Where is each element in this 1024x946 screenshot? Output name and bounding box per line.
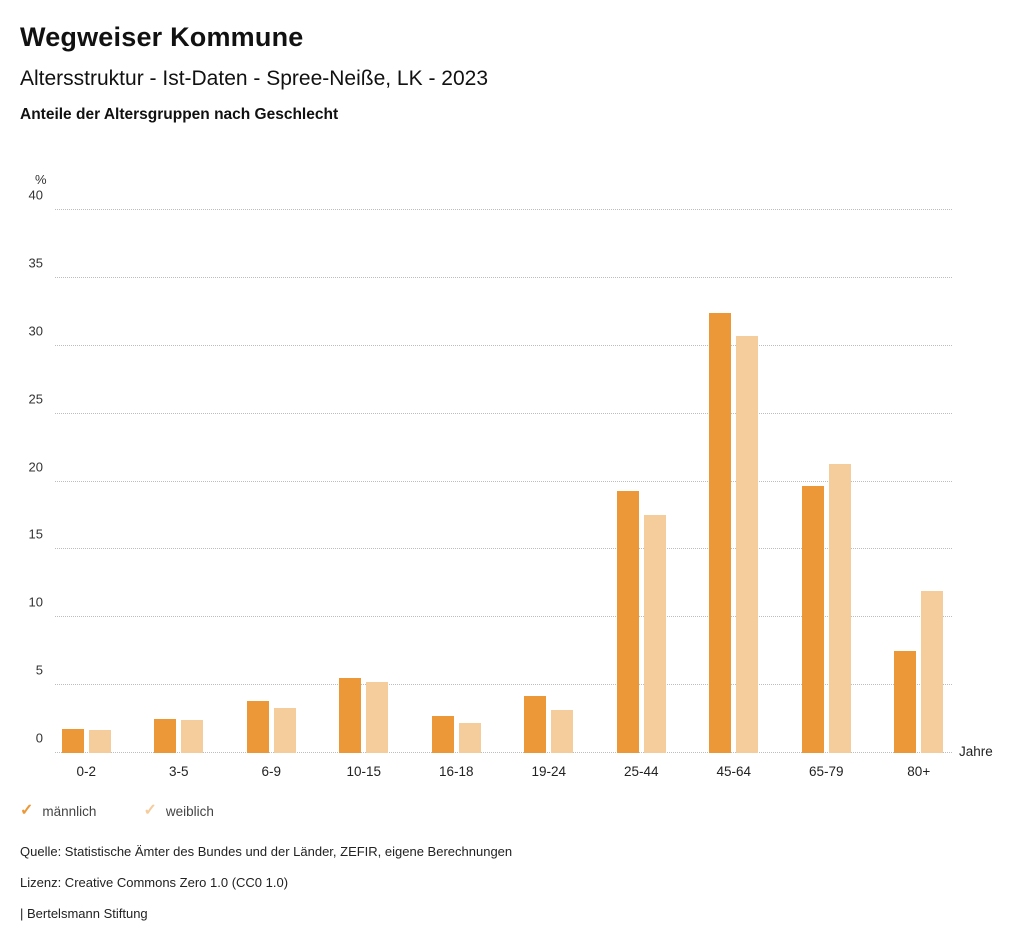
- x-tick-label-10-15: 10-15: [346, 764, 382, 779]
- y-tick-label-40: 40: [28, 187, 43, 203]
- y-axis-unit-label: %: [35, 172, 47, 187]
- bar-weiblich-45-64[interactable]: [736, 336, 759, 753]
- bar-maennlich-65-79[interactable]: [801, 485, 824, 753]
- bar-maennlich-45-64[interactable]: [709, 313, 732, 753]
- check-icon: ✓: [20, 802, 34, 819]
- bar-group-0-2: [40, 210, 133, 753]
- y-tick-label-5: 5: [35, 662, 43, 678]
- footer-license: Lizenz: Creative Commons Zero 1.0 (CC0 1…: [20, 875, 289, 890]
- bar-group-16-18: [410, 210, 503, 753]
- bar-group-45-64: [688, 210, 781, 753]
- chart-heading: Anteile der Altersgruppen nach Geschlech…: [20, 106, 339, 123]
- bar-group-80-: [873, 210, 966, 753]
- legend-item-maennlich[interactable]: ✓ männlich: [20, 803, 96, 819]
- legend-label: männlich: [42, 803, 97, 819]
- footer-source: Quelle: Statistische Ämter des Bundes un…: [20, 844, 513, 859]
- x-tick-label-65-79: 65-79: [808, 764, 844, 779]
- gridline-10: [55, 616, 952, 618]
- gridline-40: [55, 209, 952, 210]
- y-tick-label-30: 30: [28, 323, 43, 339]
- y-tick-label-25: 25: [28, 391, 43, 407]
- x-axis-unit-label: Jahre: [959, 744, 993, 759]
- bar-maennlich-3-5[interactable]: [154, 719, 177, 753]
- y-tick-label-0: 0: [35, 730, 43, 746]
- bar-maennlich-16-18[interactable]: [431, 716, 454, 753]
- gridline-5: [55, 684, 952, 686]
- y-tick-label-10: 10: [28, 594, 43, 610]
- x-tick-label-19-24: 19-24: [531, 764, 567, 779]
- bar-chart: % 0 5 10 15 20 25 30 35 40 0-2 3-5 6-9 10-15 16-18 19…: [29, 172, 993, 779]
- x-tick-label-45-64: 45-64: [716, 764, 752, 779]
- bar-group-25-44: [595, 210, 688, 753]
- check-icon: ✓: [143, 802, 157, 819]
- bar-weiblich-3-5[interactable]: [181, 720, 204, 753]
- bar-weiblich-25-44[interactable]: [643, 515, 666, 753]
- x-tick-label-6-9: 6-9: [261, 764, 281, 779]
- bar-maennlich-25-44[interactable]: [616, 491, 639, 753]
- legend-item-weiblich[interactable]: ✓ weiblich: [143, 803, 213, 819]
- x-tick-label-25-44: 25-44: [623, 764, 659, 779]
- bar-weiblich-19-24[interactable]: [551, 709, 574, 753]
- bar-group-65-79: [780, 210, 873, 753]
- x-tick-label-3-5: 3-5: [168, 764, 189, 779]
- x-axis-labels: 0-2 3-5 6-9 10-15 16-18 19-24 25-44 45-64 65-79 8…: [40, 764, 965, 779]
- y-tick-label-20: 20: [28, 459, 43, 474]
- y-tick-label-35: 35: [28, 255, 43, 271]
- bar-weiblich-65-79[interactable]: [828, 463, 851, 753]
- bar-weiblich-80-[interactable]: [921, 591, 944, 753]
- plot-area: [40, 210, 965, 753]
- bar-maennlich-19-24[interactable]: [524, 696, 547, 753]
- bar-group-3-5: [133, 210, 226, 753]
- gridline-25: [55, 412, 952, 414]
- bar-maennlich-0-2[interactable]: [61, 728, 84, 753]
- bar-group-19-24: [503, 210, 596, 753]
- chart-subtitle: Altersstruktur - Ist-Daten - Spree-Neiße…: [20, 67, 488, 90]
- bar-maennlich-6-9[interactable]: [246, 701, 269, 753]
- footer-publisher: | Bertelsmann Stiftung: [20, 906, 148, 921]
- x-tick-label-80-: 80+: [907, 764, 931, 779]
- bar-group-6-9: [225, 210, 318, 753]
- page-title: Wegweiser Kommune: [20, 22, 304, 52]
- x-tick-label-0-2: 0-2: [76, 764, 96, 779]
- gridline-20: [55, 480, 952, 482]
- bar-maennlich-80-[interactable]: [894, 651, 917, 753]
- legend: ✓ männlich ✓ weiblich: [20, 803, 214, 819]
- bar-group-10-15: [318, 210, 411, 753]
- legend-label: weiblich: [165, 803, 214, 819]
- bar-weiblich-16-18[interactable]: [458, 723, 481, 753]
- gridline-30: [55, 344, 952, 346]
- bar-weiblich-0-2[interactable]: [88, 729, 111, 753]
- bar-maennlich-10-15[interactable]: [339, 678, 362, 753]
- gridline-15: [55, 548, 952, 550]
- bar-weiblich-10-15[interactable]: [366, 682, 389, 753]
- x-tick-label-16-18: 16-18: [438, 764, 474, 779]
- gridline-35: [55, 276, 952, 278]
- y-tick-label-15: 15: [28, 526, 43, 542]
- gridline-0: [55, 752, 952, 753]
- bar-weiblich-6-9[interactable]: [273, 708, 296, 753]
